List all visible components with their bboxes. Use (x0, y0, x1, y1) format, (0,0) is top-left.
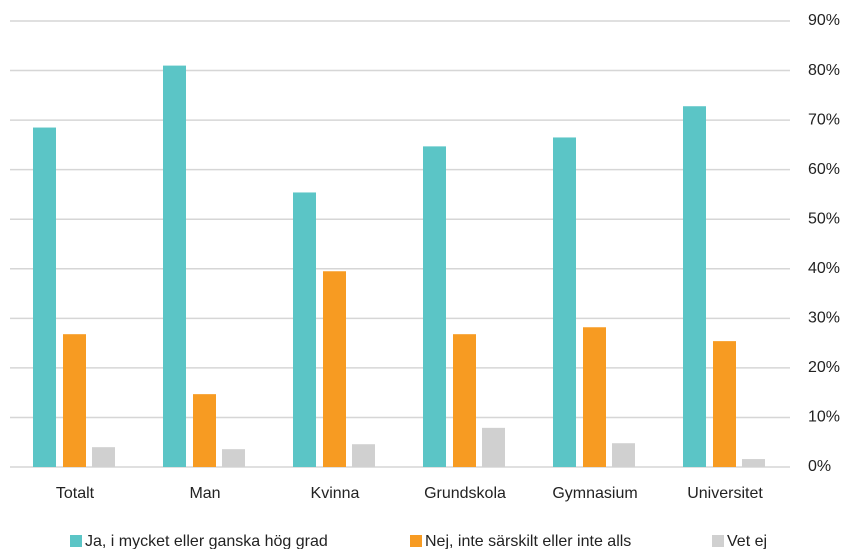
y-tick-label: 0% (808, 458, 831, 475)
bar (163, 65, 186, 467)
y-tick-label: 50% (808, 210, 840, 227)
bar (482, 427, 505, 467)
bar (92, 447, 115, 467)
legend-swatch (712, 535, 724, 547)
bar (453, 334, 476, 467)
x-tick-label: Universitet (687, 485, 763, 502)
x-tick-label: Totalt (56, 485, 95, 502)
bar (583, 327, 606, 467)
y-tick-label: 30% (808, 310, 840, 327)
x-tick-label: Man (189, 485, 220, 502)
y-tick-label: 60% (808, 161, 840, 178)
legend-swatch (410, 535, 422, 547)
y-tick-label: 80% (808, 62, 840, 79)
bar (423, 146, 446, 467)
bar (612, 443, 635, 467)
bar (742, 459, 765, 467)
bar (193, 394, 216, 467)
bar (713, 341, 736, 467)
legend-swatch (70, 535, 82, 547)
y-tick-label: 40% (808, 260, 840, 277)
bar (222, 449, 245, 467)
bar (352, 444, 375, 467)
bar (683, 106, 706, 467)
bar (553, 137, 576, 467)
y-tick-label: 10% (808, 409, 840, 426)
x-tick-label: Gymnasium (552, 485, 637, 502)
y-tick-label: 70% (808, 111, 840, 128)
y-tick-label: 20% (808, 359, 840, 376)
bar (33, 127, 56, 468)
bar (323, 271, 346, 467)
bar (63, 334, 86, 467)
bar (293, 192, 316, 467)
legend-label: Ja, i mycket eller ganska hög grad (85, 533, 328, 549)
x-tick-label: Kvinna (311, 485, 360, 502)
legend-label: Vet ej (727, 533, 767, 549)
legend-label: Nej, inte särskilt eller inte alls (425, 533, 631, 549)
x-tick-label: Grundskola (424, 485, 506, 502)
y-tick-label: 90% (808, 12, 840, 29)
